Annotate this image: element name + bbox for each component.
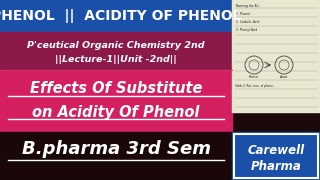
Text: Anion: Anion — [280, 75, 288, 79]
Text: Effects Of Substitute: Effects Of Substitute — [30, 81, 202, 96]
Text: 2. Carbolic Acid: 2. Carbolic Acid — [236, 20, 260, 24]
Text: Carewell: Carewell — [247, 144, 305, 157]
Bar — [234, 134, 318, 178]
Bar — [0, 32, 232, 70]
Bar — [232, 132, 320, 180]
Text: B.pharma 3rd Sem: B.pharma 3rd Sem — [21, 140, 211, 158]
Text: Phenol: Phenol — [249, 75, 259, 79]
Bar — [0, 0, 320, 32]
Bar — [0, 70, 232, 132]
Text: ||Lecture-1||Unit -2nd||: ||Lecture-1||Unit -2nd|| — [55, 55, 177, 64]
Text: PHENOL  ||  ACIDITY OF PHENOL: PHENOL || ACIDITY OF PHENOL — [0, 9, 241, 23]
Bar — [232, 0, 320, 112]
Text: 1. Phenol: 1. Phenol — [236, 12, 250, 16]
Text: on Acidity Of Phenol: on Acidity Of Phenol — [32, 105, 200, 120]
Text: Table 2: Rel. conc. of pheno...: Table 2: Rel. conc. of pheno... — [235, 84, 276, 88]
Text: 3. Phenyl Acid: 3. Phenyl Acid — [236, 28, 257, 32]
Bar — [0, 132, 232, 166]
Bar — [0, 166, 232, 180]
Text: P'ceutical Organic Chemistry 2nd: P'ceutical Organic Chemistry 2nd — [27, 41, 205, 50]
Text: Naming the Alc.: Naming the Alc. — [236, 4, 260, 8]
Text: Pharma: Pharma — [251, 160, 301, 173]
